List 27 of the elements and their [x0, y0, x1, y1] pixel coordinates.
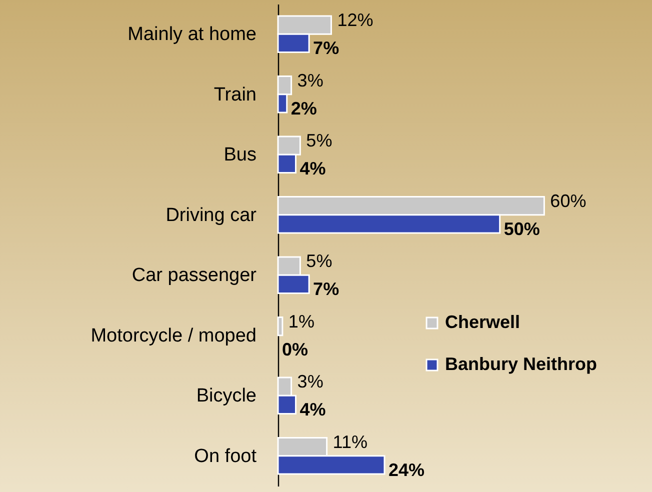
y-tick-label: Bus [224, 144, 256, 166]
y-tick-label: Mainly at home [128, 24, 256, 46]
data-label: 5% [306, 130, 332, 151]
data-label: 0% [282, 339, 308, 360]
y-tick-label: On foot [194, 446, 258, 467]
data-label: 12% [337, 10, 374, 30]
data-label: 60% [550, 190, 586, 211]
legend-label: Cherwell [445, 312, 520, 332]
data-label: 50% [504, 218, 540, 239]
data-label: 2% [290, 98, 317, 118]
data-label: 7% [313, 279, 340, 300]
data-label: 11% [332, 432, 368, 452]
data-label: 5% [306, 251, 332, 272]
y-tick-label: Car passenger [132, 265, 258, 286]
data-label: 1% [288, 311, 314, 332]
data-label: 4% [300, 400, 326, 420]
data-label: 4% [300, 158, 326, 179]
data-label: 24% [388, 460, 425, 480]
y-tick-label: Bicycle [196, 386, 256, 407]
data-label: 7% [313, 38, 340, 58]
legend-label: Banbury Neithrop [445, 354, 598, 374]
y-tick-label: Driving car [166, 204, 258, 226]
y-tick-label: Train [214, 84, 256, 106]
y-tick-label: Motorcycle / moped [90, 325, 256, 346]
data-label: 3% [297, 372, 324, 392]
data-label: 3% [297, 70, 324, 90]
bar [277, 316, 284, 336]
